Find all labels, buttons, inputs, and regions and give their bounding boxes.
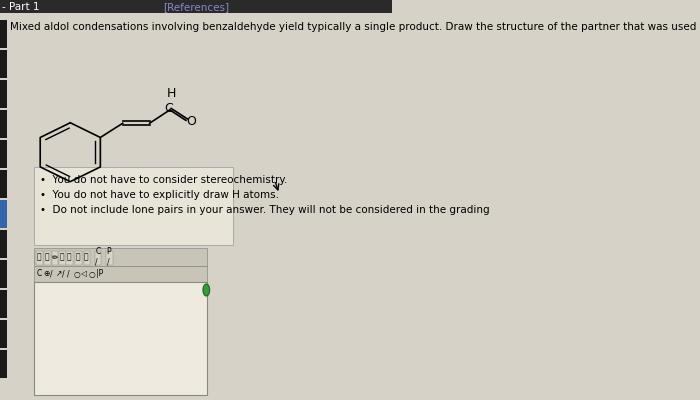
Bar — [0, 260, 7, 288]
Text: ✏: ✏ — [52, 252, 59, 262]
Text: 🗑: 🗑 — [45, 252, 50, 262]
Bar — [34, 248, 207, 266]
Text: C: C — [164, 102, 173, 115]
Text: - Part 1: - Part 1 — [2, 2, 40, 12]
Text: •  You do not have to consider stereochemistry.: • You do not have to consider stereochem… — [41, 175, 288, 185]
Bar — [34, 282, 207, 395]
Bar — [0, 110, 7, 138]
Bar — [36, 251, 43, 265]
Bar — [0, 290, 7, 318]
Bar — [0, 320, 7, 348]
Bar — [0, 230, 7, 258]
Bar — [0, 80, 7, 108]
Text: [References]: [References] — [163, 2, 230, 12]
Text: ✋: ✋ — [36, 252, 41, 262]
Bar — [0, 140, 7, 168]
Bar — [0, 0, 393, 13]
Text: 🐾: 🐾 — [66, 252, 71, 262]
Text: ○: ○ — [74, 270, 81, 278]
Text: C
/: C / — [95, 247, 101, 267]
Text: ○: ○ — [89, 270, 95, 278]
Text: Mixed aldol condensations involving benzaldehyde yield typically a single produc: Mixed aldol condensations involving benz… — [10, 22, 700, 32]
Text: 🐾: 🐾 — [60, 252, 64, 262]
Bar — [94, 251, 101, 265]
Text: /: / — [62, 270, 64, 278]
Bar — [44, 251, 51, 265]
Bar — [0, 170, 7, 198]
Text: /: / — [50, 270, 53, 278]
Text: /: / — [67, 270, 70, 278]
Bar — [34, 167, 232, 245]
Bar — [59, 251, 66, 265]
Text: O: O — [186, 115, 196, 128]
Text: •  Do not include lone pairs in your answer. They will not be considered in the : • Do not include lone pairs in your answ… — [41, 205, 490, 215]
Text: ◁: ◁ — [81, 270, 88, 278]
Text: •  You do not have to explicitly draw H atoms.: • You do not have to explicitly draw H a… — [41, 190, 279, 200]
Bar — [52, 251, 58, 265]
Bar — [66, 251, 73, 265]
Text: P
/: P / — [106, 247, 111, 267]
Bar — [0, 50, 7, 78]
Text: |P: |P — [97, 270, 104, 278]
Bar — [0, 20, 7, 48]
Text: 🔍: 🔍 — [84, 252, 89, 262]
Bar — [83, 251, 90, 265]
Text: 🔍: 🔍 — [76, 252, 80, 262]
Bar — [75, 251, 82, 265]
Bar — [0, 350, 7, 378]
Text: ⊕: ⊕ — [43, 270, 50, 278]
Bar — [106, 251, 113, 265]
Text: H: H — [167, 87, 176, 100]
Bar — [0, 200, 7, 228]
Text: C: C — [36, 270, 42, 278]
Circle shape — [203, 284, 210, 296]
Bar — [34, 266, 207, 282]
Text: ↗: ↗ — [56, 270, 62, 278]
